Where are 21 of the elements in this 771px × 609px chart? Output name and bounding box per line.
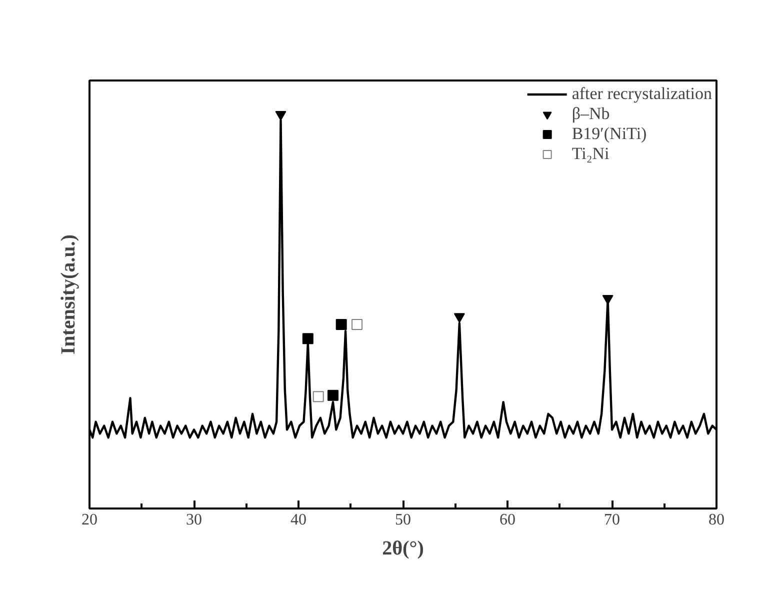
- x-tick-label: 50: [395, 512, 411, 528]
- point: [602, 295, 614, 305]
- point: [302, 333, 314, 344]
- legend-label: Ti₂Ni: [572, 144, 610, 164]
- point: [336, 318, 347, 330]
- point: [312, 391, 324, 402]
- x-tick-label: 80: [708, 512, 724, 528]
- y-axis-title: Intensity(a.u.): [58, 234, 80, 355]
- point: [275, 111, 286, 121]
- point: [352, 318, 363, 330]
- point: [327, 390, 338, 401]
- x-tick-label: 40: [290, 512, 306, 528]
- x-tick-label: 20: [82, 512, 98, 528]
- x-tick-label: 30: [186, 512, 202, 528]
- x-tick-label: 60: [500, 512, 516, 528]
- legend-label: β–Nb: [572, 104, 610, 124]
- legend-label: after recrystalization: [572, 84, 712, 104]
- x-tick-label: 70: [604, 512, 620, 528]
- legend-label: B19′(NiTi): [572, 124, 647, 144]
- point: [454, 313, 465, 323]
- x-axis-title: 2θ(°): [382, 538, 424, 560]
